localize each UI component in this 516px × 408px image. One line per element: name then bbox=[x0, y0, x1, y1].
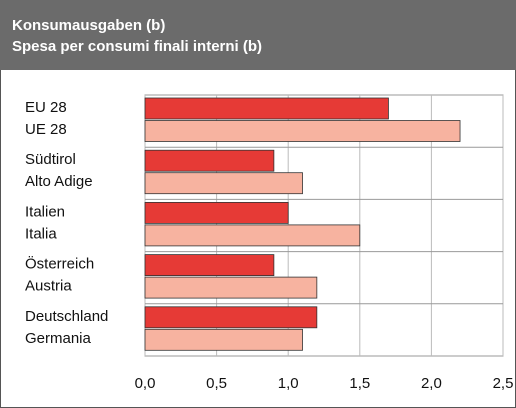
x-tick-label: 0,0 bbox=[135, 375, 156, 392]
y-tick-label: Österreich bbox=[25, 255, 94, 273]
bar bbox=[144, 328, 303, 351]
bar bbox=[144, 172, 303, 195]
y-tick-label: Deutschland bbox=[25, 308, 108, 325]
y-tick-label: Südtirol bbox=[25, 151, 76, 168]
bar bbox=[144, 224, 361, 247]
bar bbox=[144, 306, 318, 329]
bar bbox=[144, 254, 275, 277]
x-tick-label: 1,0 bbox=[278, 375, 299, 392]
x-tick-label: 2,0 bbox=[421, 375, 442, 392]
bar bbox=[144, 201, 289, 224]
y-tick-label: EU 28 bbox=[25, 99, 67, 116]
y-tick-label: Austria bbox=[25, 278, 72, 295]
x-tick-label: 0,5 bbox=[206, 375, 227, 392]
header bbox=[0, 0, 516, 70]
bar bbox=[144, 149, 275, 172]
chart-title: Spesa per consumi finali interni (b) bbox=[12, 38, 262, 55]
chart-title: Konsumausgaben (b) bbox=[12, 17, 165, 34]
x-tick-label: 1,5 bbox=[349, 375, 370, 392]
y-tick-label: Italien bbox=[25, 203, 65, 220]
y-tick-label: Germania bbox=[25, 330, 92, 347]
bar bbox=[144, 97, 389, 120]
bar bbox=[144, 276, 318, 299]
x-tick-label: 2,5 bbox=[493, 375, 514, 392]
y-tick-label: Alto Adige bbox=[25, 173, 93, 190]
y-tick-label: UE 28 bbox=[25, 121, 67, 138]
y-tick-label: Italia bbox=[25, 225, 57, 242]
bar bbox=[144, 120, 461, 142]
